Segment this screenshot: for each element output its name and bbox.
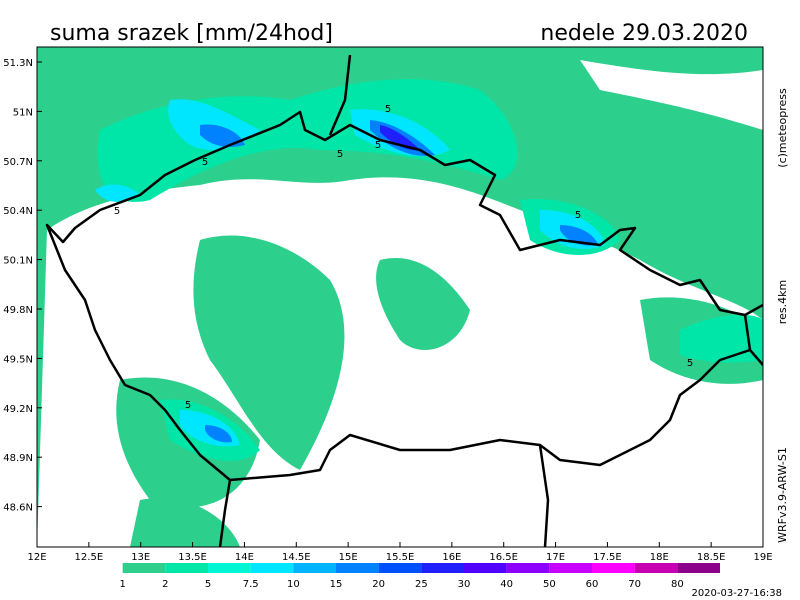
contour-label: 5 <box>185 400 191 411</box>
legend-swatch <box>421 563 464 573</box>
lat-label: 49.8N <box>3 305 33 316</box>
legend-swatch <box>634 563 678 573</box>
timestamp: 2020-03-27-16:38 <box>691 588 782 599</box>
lon-label: 19E <box>753 552 772 563</box>
legend-swatch <box>592 563 635 573</box>
map-field <box>37 47 763 547</box>
contour-label: 5 <box>114 206 120 217</box>
legend-label: 5 <box>205 579 211 590</box>
contour-label: 5 <box>385 104 391 115</box>
lon-label: 16.5E <box>489 552 518 563</box>
legend-swatch <box>165 563 208 573</box>
legend-label: 40 <box>500 579 513 590</box>
legend-label: 80 <box>671 579 684 590</box>
copyright-label: (c)meteopress <box>776 88 789 168</box>
legend-label: 10 <box>287 579 300 590</box>
legend-swatch <box>378 563 422 573</box>
lon-label: 14.5E <box>282 552 311 563</box>
legend-label: 30 <box>458 579 471 590</box>
legend-swatch <box>336 563 379 573</box>
lat-label: 49.5N <box>3 354 33 365</box>
legend-swatch <box>677 563 720 573</box>
lon-label: 16E <box>442 552 461 563</box>
lat-label: 51N <box>13 107 33 118</box>
contour-label: 5 <box>687 358 693 369</box>
lon-label: 13.5E <box>178 552 207 563</box>
lon-label: 14E <box>235 552 254 563</box>
contour-label: 5 <box>575 210 581 221</box>
legend-swatch <box>122 563 166 573</box>
legend-label: 50 <box>543 579 556 590</box>
lat-label: 50.1N <box>3 256 33 267</box>
contour-label: 5 <box>202 157 208 168</box>
map-title: suma srazek [mm/24hod] <box>50 21 333 46</box>
legend-label: 60 <box>586 579 599 590</box>
lon-label: 18E <box>650 552 669 563</box>
lon-label: 17E <box>546 552 565 563</box>
legend-label: 7.5 <box>243 579 259 590</box>
lon-label: 15E <box>339 552 358 563</box>
legend-swatch <box>549 563 592 573</box>
legend-label: 15 <box>330 579 343 590</box>
lon-label: 13E <box>131 552 150 563</box>
contour-label: 5 <box>375 140 381 151</box>
contour-label: 5 <box>337 149 343 160</box>
lon-label: 15.5E <box>386 552 415 563</box>
model-label: WRFv3.9-ARW-S1 <box>776 447 789 543</box>
legend-swatch <box>464 563 507 573</box>
legend-swatch <box>80 563 123 573</box>
legend-label: 25 <box>415 579 428 590</box>
legend-label: 1 <box>119 579 125 590</box>
lon-label: 12E <box>27 552 46 563</box>
lat-label: 51.3N <box>3 58 33 69</box>
lon-label: 17.5E <box>593 552 622 563</box>
lon-label: 12.5E <box>75 552 104 563</box>
legend-swatch <box>208 563 251 573</box>
legend-label: 20 <box>372 579 385 590</box>
legend-swatch <box>293 563 336 573</box>
lat-label: 48.9N <box>3 453 33 464</box>
map-date: nedele 29.03.2020 <box>540 21 748 46</box>
lon-label: 18.5E <box>697 552 726 563</box>
legend-swatch <box>250 563 294 573</box>
legend-swatch <box>506 563 550 573</box>
legend-label: 70 <box>628 579 641 590</box>
lat-label: 49.2N <box>3 404 33 415</box>
lat-label: 50.7N <box>3 157 33 168</box>
resolution-label: res.4km <box>776 280 789 324</box>
legend-label: 2 <box>162 579 168 590</box>
lat-label: 48.6N <box>3 503 33 514</box>
lat-label: 50.4N <box>3 206 33 217</box>
